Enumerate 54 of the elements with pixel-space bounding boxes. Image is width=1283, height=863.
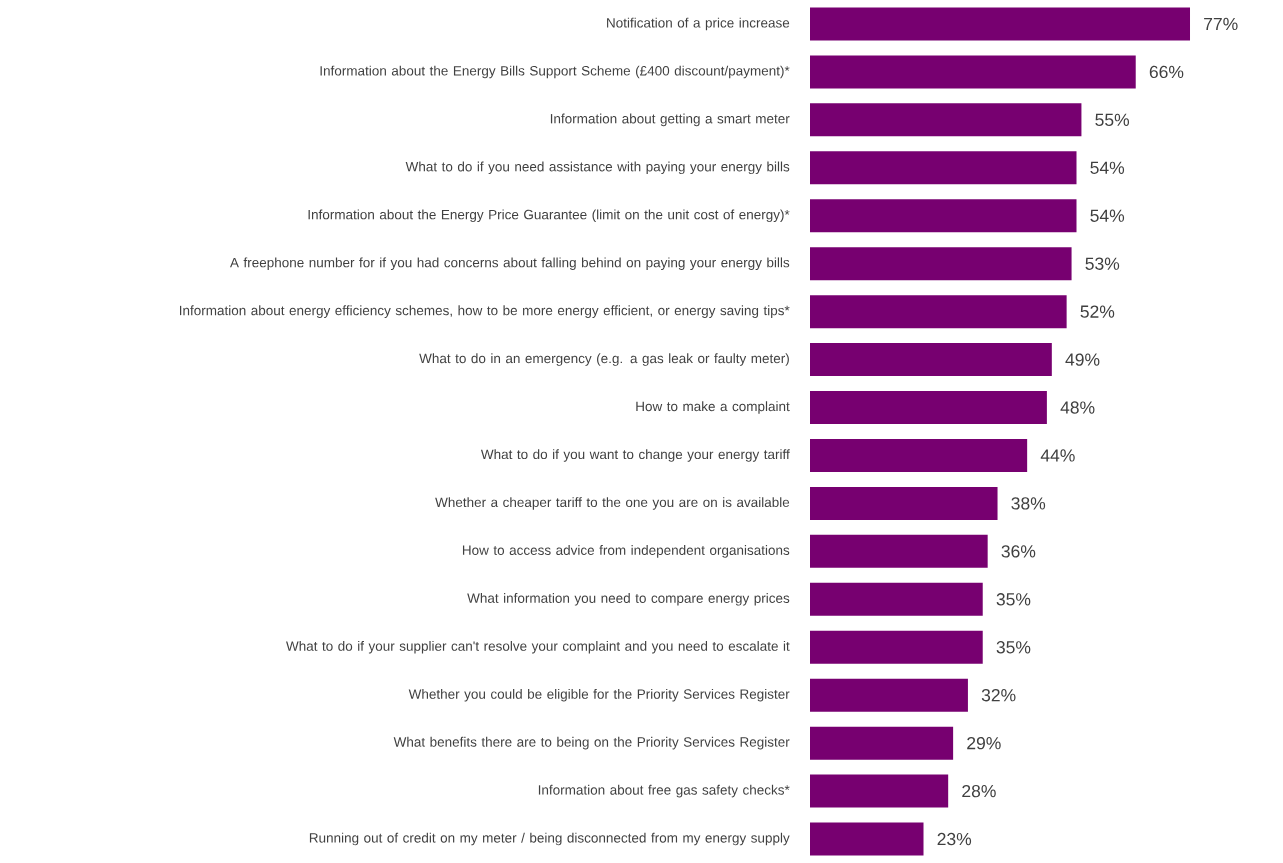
data-label: 35% xyxy=(996,641,1031,654)
y-tick-label: Information about free gas safety checks* xyxy=(538,784,790,798)
y-tick-label: A freephone number for if you had concerns about falling behind on paying your energy bills xyxy=(229,257,790,270)
data-label: 55% xyxy=(1095,113,1130,127)
data-label: 35% xyxy=(996,593,1031,606)
y-tick-label: Whether you could be eligible for the Priority Services Register xyxy=(408,688,790,702)
bar xyxy=(810,774,949,808)
bar xyxy=(810,438,1028,472)
y-tick-label: Information about getting a smart meter xyxy=(550,113,790,127)
data-label: 28% xyxy=(962,784,996,798)
data-label: 36% xyxy=(1001,545,1036,558)
data-label: 44% xyxy=(1040,449,1075,462)
y-tick-label: Information about the Energy Bills Support Scheme (£400 discount/payment)* xyxy=(320,65,790,79)
data-label: 52% xyxy=(1080,305,1115,318)
y-tick-label: What to do if your supplier can't resolve your complaint and you need to escalate it xyxy=(286,640,790,654)
bar xyxy=(810,7,1191,41)
bar xyxy=(810,247,1072,281)
y-tick-label: What to do in an emergency (e.g. a gas leak or faulty meter) xyxy=(419,353,789,366)
data-label: 38% xyxy=(1011,497,1046,510)
y-tick-label: What benefits there are to being on the Priority Services Register xyxy=(393,736,790,750)
data-label: 66% xyxy=(1149,65,1184,79)
data-label: 48% xyxy=(1060,401,1095,414)
bar xyxy=(810,343,1052,377)
bar xyxy=(810,726,954,760)
y-tick-label: Running out of credit on my meter / being disconnected from my energy supply xyxy=(309,832,790,846)
data-label: 53% xyxy=(1085,257,1120,270)
y-tick-label: Whether a cheaper tariff to the one you are on is available xyxy=(435,497,790,510)
bar xyxy=(810,534,988,568)
y-tick-label: How to access advice from independent organisations xyxy=(462,545,790,558)
bar xyxy=(810,391,1047,425)
bar xyxy=(810,582,983,616)
y-tick-label: What to do if you want to change your energy tariff xyxy=(480,449,790,462)
y-tick-label: How to make a complaint xyxy=(636,401,790,414)
data-label: 23% xyxy=(937,832,972,846)
bar xyxy=(810,103,1082,137)
bar xyxy=(810,151,1077,185)
data-label: 54% xyxy=(1090,209,1125,222)
bar xyxy=(810,55,1136,89)
data-label: 54% xyxy=(1090,161,1125,174)
bar xyxy=(810,678,968,712)
data-label: 29% xyxy=(967,736,1001,750)
bar xyxy=(810,822,924,856)
y-tick-label: What to do if you need assistance with paying your energy bills xyxy=(405,161,790,175)
y-tick-label: Information about the Energy Price Guarantee (limit on the unit cost of energy)* xyxy=(308,209,790,223)
y-tick-label: Notification of a price increase xyxy=(607,17,790,31)
bar xyxy=(810,199,1077,233)
data-label: 77% xyxy=(1204,17,1238,31)
bar xyxy=(810,630,983,664)
y-tick-label: What information you need to compare energy prices xyxy=(467,593,790,606)
bar xyxy=(810,486,998,520)
data-label: 49% xyxy=(1065,353,1100,366)
bar xyxy=(810,295,1067,329)
y-tick-label: Information about energy efficiency schemes, how to be more energy efficient, or energy saving tips* xyxy=(179,305,790,318)
data-label: 32% xyxy=(981,689,1016,702)
